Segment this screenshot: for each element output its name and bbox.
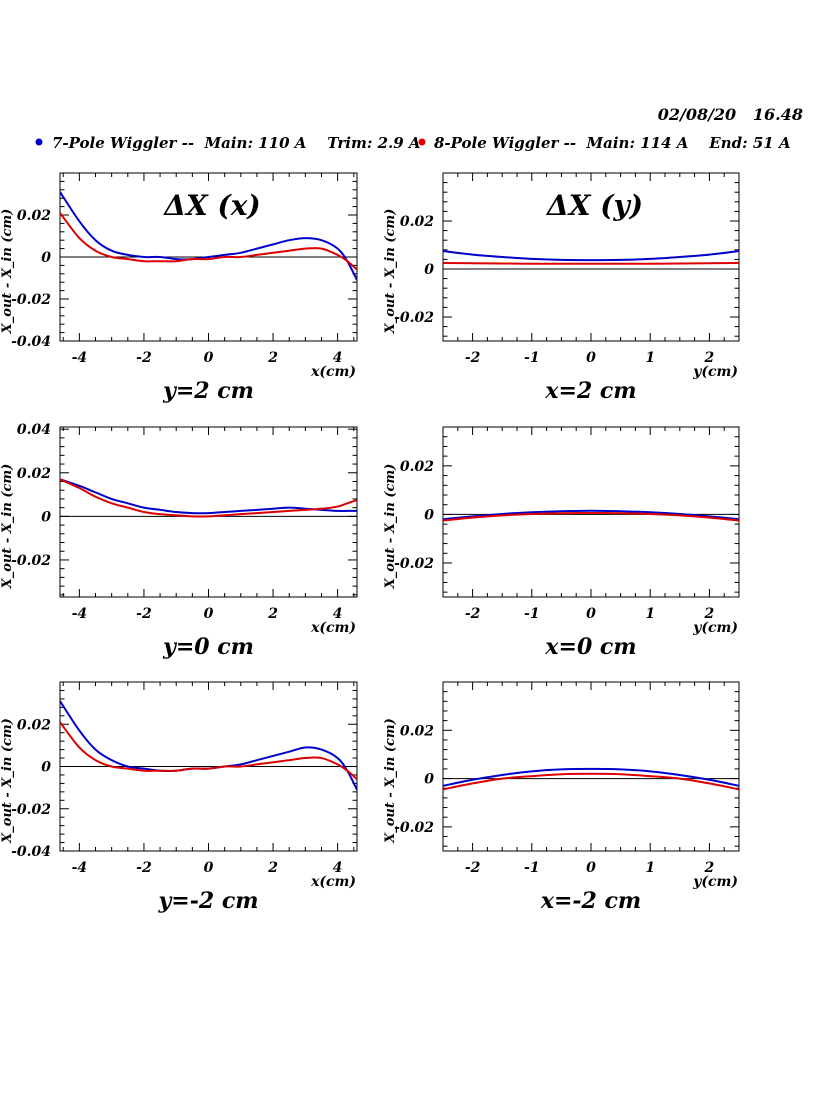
plot-frame [59,426,358,598]
x-tick-label: 2 [704,860,715,876]
x-tick-label: -1 [524,350,540,366]
x-tick-label: 1 [645,350,655,366]
y-tick-label: 0 [41,250,51,266]
legend-marker-8pole [418,138,426,146]
plot-frame [442,681,740,852]
x-tick-label: 2 [267,606,278,622]
x-tick-label: 4 [333,350,343,366]
y-axis-label: X_out - X_in (cm) [383,464,398,590]
series-line-7pole [443,250,739,262]
panel-title: ΔX (x) [162,189,260,222]
series-line-8pole [60,721,357,780]
x-tick-label: -4 [72,350,88,366]
series-line-7pole [60,700,357,791]
x-tick-label: 0 [586,606,596,622]
y-tick-label: 0 [41,760,51,776]
chart-panel-top-left: -4 -2 0 2 4 -0.04 -0.02 0 0.02X_out - X_in (cm) x… [0,172,358,404]
y-tick-label: -0.02 [394,310,434,326]
x-axis-label: y(cm) [692,364,738,380]
chart-panel-bottom-left: -4 -2 0 2 4 -0.04 -0.02 0 0.02X_out - X_in (cm) x… [0,681,358,914]
y-tick-label: -0.02 [394,556,434,572]
x-axis-label: x(cm) [310,364,356,380]
chart-panel-middle-left: -4 -2 0 2 4 -0.02 0 0.02 0.04 X_out - X_in (cm) x(… [0,422,358,660]
x-tick-label: -4 [72,606,88,622]
x-tick-label: -2 [136,860,152,876]
y-axis-label: X_out - X_in (cm) [0,464,15,590]
y-tick-label: 0 [41,509,51,525]
y-tick-label: 0.02 [400,214,434,230]
legend: 7-Pole Wiggler -- Main: 110 A Trim: 2.9 … [35,134,791,152]
x-tick-label: -1 [524,860,540,876]
y-tick-label: 0 [424,772,434,788]
y-tick-label: 0 [424,507,434,523]
y-axis-label: X_out - X_in (cm) [383,209,398,335]
chart-panel-middle-right: -2 -1 0 1 2 -0.02 0 0.02X_out - X_in (cm) y(cm) x… [383,426,740,660]
x-axis-label: y(cm) [692,874,738,890]
y-tick-label: 0.02 [400,723,434,739]
y-axis-label: X_out - X_in (cm) [383,718,398,844]
series-line-8pole [60,478,357,518]
series-line-8pole [60,212,357,271]
panel-title: ΔX (y) [545,189,643,222]
x-tick-label: 4 [333,860,343,876]
chart-panel-top-right: -2 -1 0 1 2 -0.02 0 0.02X_out - X_in (cm) y(cm) x… [383,172,740,404]
y-tick-label: 0.02 [17,208,51,224]
x-tick-label: -2 [465,350,481,366]
panel-caption: x=2 cm [544,378,636,404]
x-axis-label: y(cm) [692,620,738,636]
series-line-7pole [443,767,739,787]
series-line-8pole [443,262,739,265]
y-axis-label: X_out - X_in (cm) [0,718,15,844]
panel-caption: x=-2 cm [540,888,641,914]
y-tick-label: 0.04 [17,422,51,438]
series-line-7pole [60,191,357,281]
y-axis-label: X_out - X_in (cm) [0,209,15,335]
x-tick-label: 0 [204,860,214,876]
y-tick-label: -0.02 [11,802,51,818]
x-tick-label: 0 [204,350,214,366]
date-stamp: 02/08/20 16.48 [658,105,803,124]
series-line-7pole [60,478,357,515]
panel-caption: y=0 cm [162,634,254,660]
x-tick-label: 1 [645,606,655,622]
y-tick-label: -0.04 [11,334,51,350]
panel-caption: x=0 cm [544,634,636,660]
x-tick-label: 0 [586,860,596,876]
x-tick-label: 1 [645,860,655,876]
y-tick-label: -0.02 [11,292,51,308]
panel-caption: y=-2 cm [158,888,259,914]
x-tick-label: 2 [704,606,715,622]
legend-label-8pole: 8-Pole Wiggler -- Main: 114 A End: 51 A [434,134,791,152]
x-tick-label: 2 [704,350,715,366]
series-line-8pole [443,511,739,522]
x-axis-label: x(cm) [310,620,356,636]
x-tick-label: -4 [72,860,88,876]
x-tick-label: -2 [465,860,481,876]
x-tick-label: -2 [136,606,152,622]
x-tick-label: 2 [267,350,278,366]
y-tick-label: 0.02 [400,459,434,475]
panel-caption: y=2 cm [162,378,254,404]
series-line-7pole [443,509,739,521]
x-tick-label: -2 [136,350,152,366]
legend-marker-7pole [35,138,43,146]
chart-panel-bottom-right: -2 -1 0 1 2 -0.02 0 0.02X_out - X_in (cm) y(cm) x… [383,681,740,914]
legend-label-7pole: 7-Pole Wiggler -- Main: 110 A Trim: 2.9 … [52,134,421,152]
y-tick-label: -0.02 [11,553,51,569]
x-tick-label: 0 [586,350,596,366]
y-tick-label: -0.02 [394,820,434,836]
x-tick-label: 2 [267,860,278,876]
x-axis-label: x(cm) [310,874,356,890]
x-tick-label: 0 [204,606,214,622]
x-tick-label: 4 [333,606,343,622]
y-tick-label: 0.02 [17,717,51,733]
x-tick-label: -1 [524,606,540,622]
series-line-8pole [443,772,739,791]
y-tick-label: -0.04 [11,844,51,860]
x-tick-label: -2 [465,606,481,622]
y-tick-label: 0 [424,262,434,278]
y-tick-label: 0.02 [17,466,51,482]
